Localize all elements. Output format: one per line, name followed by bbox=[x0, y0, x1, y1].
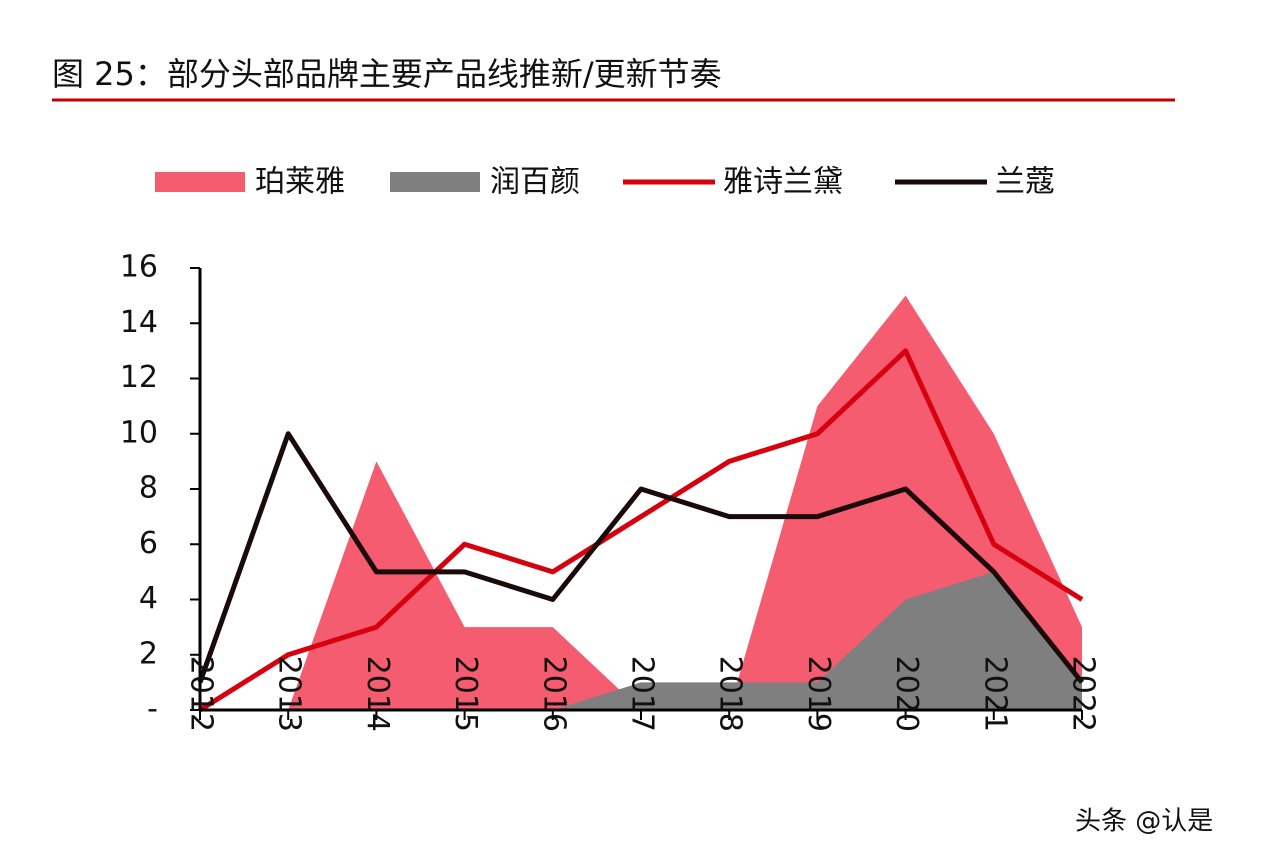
y-tick-label: 6 bbox=[139, 526, 158, 561]
x-tick-label: 2018 bbox=[713, 656, 748, 732]
x-tick-label: 2017 bbox=[625, 656, 660, 732]
legend-swatch bbox=[155, 172, 245, 192]
legend-swatch bbox=[390, 172, 480, 192]
area bbox=[200, 295, 1082, 710]
line bbox=[198, 348, 1084, 713]
x-tick-label: 2020 bbox=[889, 656, 924, 732]
y-tick-label: 8 bbox=[139, 471, 158, 506]
y-tick-label: 4 bbox=[139, 581, 158, 616]
watermark: 头条 @认是 bbox=[1075, 807, 1213, 837]
x-tick-label: 2012 bbox=[184, 656, 219, 732]
x-tick-label: 2013 bbox=[272, 656, 307, 732]
y-tick-label: 2 bbox=[139, 636, 158, 671]
y-tick-label: 12 bbox=[120, 360, 158, 395]
chart-title: 图 25：部分头部品牌主要产品线推新/更新节奏 bbox=[52, 55, 722, 93]
y-tick-label: 14 bbox=[120, 305, 158, 340]
y-tick-label: - bbox=[147, 692, 158, 727]
legend-label: 珀莱雅 bbox=[255, 165, 345, 200]
area bbox=[200, 571, 1082, 710]
x-tick-label: 2022 bbox=[1066, 656, 1101, 732]
x-tick-label: 2021 bbox=[977, 656, 1012, 732]
x-tick-label: 2019 bbox=[801, 656, 836, 732]
line bbox=[197, 431, 1084, 684]
y-tick-label: 16 bbox=[120, 250, 158, 285]
legend-label: 雅诗兰黛 bbox=[723, 165, 843, 200]
legend-label: 兰蔻 bbox=[995, 165, 1055, 200]
x-tick-label: 2015 bbox=[448, 656, 483, 732]
legend-label: 润百颜 bbox=[490, 165, 580, 200]
x-tick-label: 2014 bbox=[360, 656, 395, 732]
y-tick-label: 10 bbox=[120, 415, 158, 450]
x-tick-label: 2016 bbox=[536, 656, 571, 732]
